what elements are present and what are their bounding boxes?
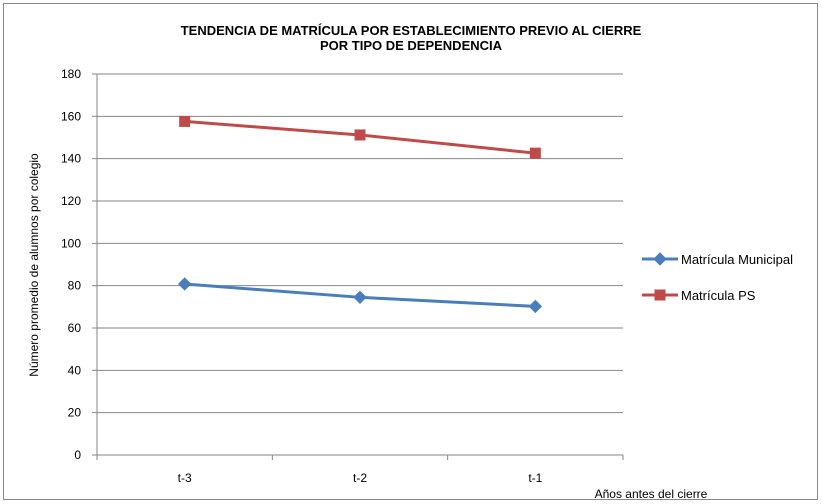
chart-frame [3, 3, 818, 500]
y-tick-label: 160 [61, 109, 81, 123]
data-point [528, 299, 543, 314]
gridlines [92, 73, 624, 460]
y-tick-label: 100 [61, 236, 81, 250]
x-axis-label: Años antes del cierre [595, 487, 708, 501]
y-tick-label: 0 [74, 448, 81, 462]
y-tick-label: 60 [68, 321, 82, 335]
legend: Matrícula Municipal Matrícula PS [642, 252, 793, 303]
y-tick-label: 40 [68, 363, 82, 377]
x-tick-label: t-2 [353, 471, 367, 485]
y-axis-ticks: 0 20 40 60 80 100 120 140 160 180 [61, 67, 81, 462]
x-tick-label: t-3 [178, 471, 192, 485]
y-tick-label: 140 [61, 152, 81, 166]
y-tick-label: 180 [61, 67, 81, 81]
data-point [354, 129, 366, 141]
x-tick-label: t-1 [528, 471, 542, 485]
chart-title-line-2: POR TIPO DE DEPENDENCIA [319, 38, 503, 53]
y-tick-label: 80 [68, 279, 82, 293]
data-point [353, 290, 367, 305]
x-axis-ticks: t-3 t-2 t-1 [178, 471, 543, 485]
data-point [177, 277, 192, 291]
chart-title-line-1: TENDENCIA DE MATRÍCULA POR ESTABLECIMIEN… [180, 23, 642, 38]
legend-label: Matrícula PS [681, 288, 756, 303]
data-point [179, 115, 191, 127]
legend-marker [653, 252, 667, 266]
series-group [177, 115, 543, 314]
legend-marker [654, 289, 666, 301]
y-tick-label: 120 [61, 194, 81, 208]
y-tick-label: 20 [68, 406, 82, 420]
y-axis-label: Número promedio de alumnos por colegio [27, 153, 41, 377]
data-point [529, 147, 541, 159]
legend-label: Matrícula Municipal [681, 252, 793, 267]
